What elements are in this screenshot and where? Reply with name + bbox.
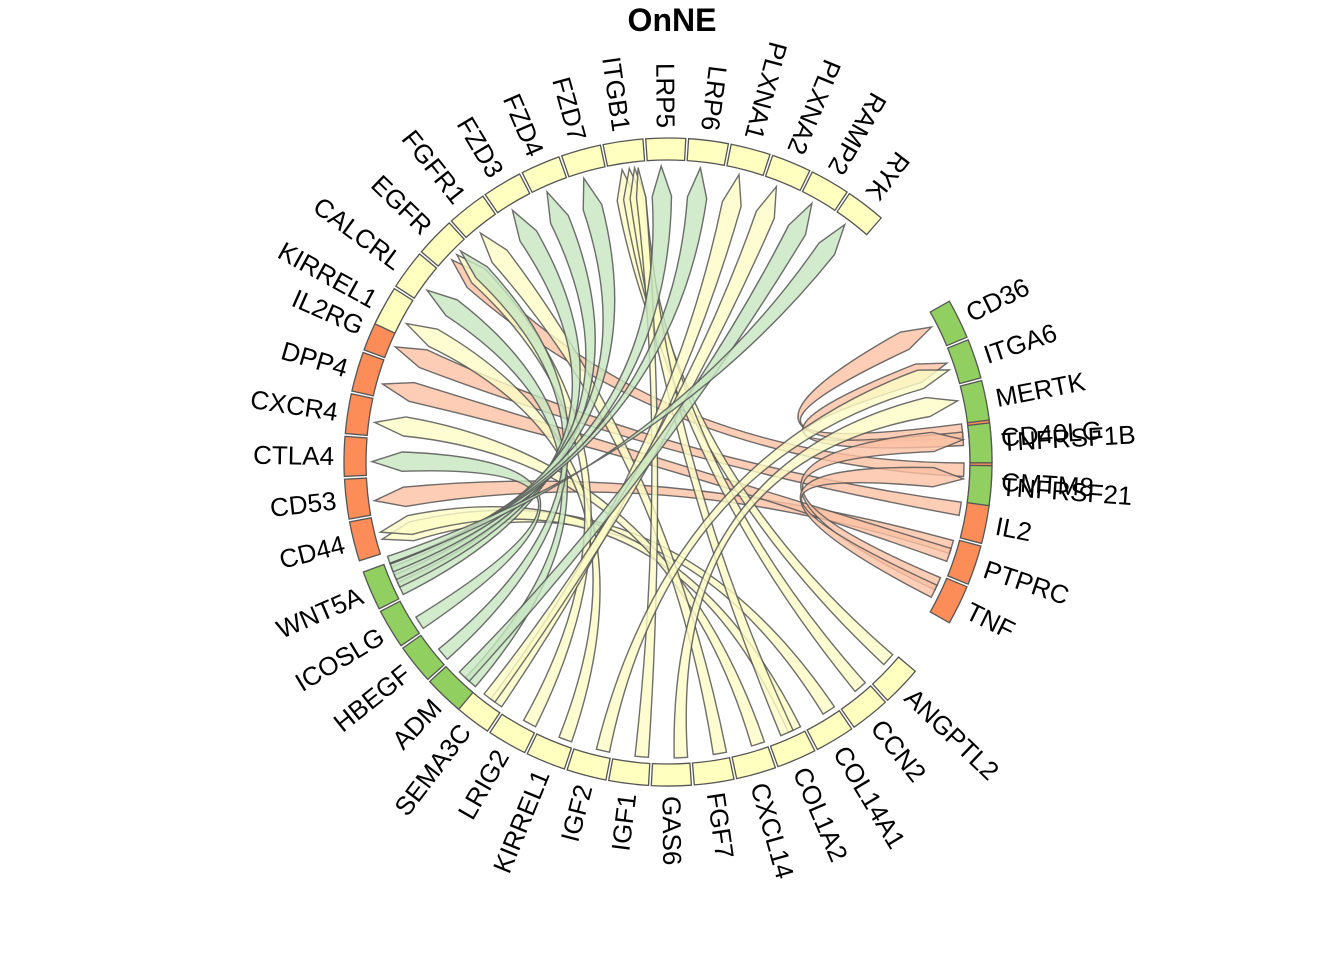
sector-arc-tnfrsf21 — [966, 464, 993, 507]
chord-link — [458, 201, 814, 683]
sector-arc-kirrel1 — [526, 733, 573, 770]
sector-arc-lrp6 — [686, 138, 730, 167]
sector-arc-ryk — [836, 192, 883, 236]
chord-link — [437, 248, 570, 661]
sector-label: CD44 — [276, 529, 348, 574]
sector-label: CTLA4 — [253, 440, 334, 471]
sector-label: GAS6 — [657, 796, 688, 866]
chord-link — [673, 396, 960, 759]
sector-label: ITGB1 — [596, 55, 636, 134]
sector-arc-wnt5a — [362, 563, 400, 610]
sector-arc-dpp4 — [351, 351, 385, 397]
sector-arc-adm — [428, 665, 474, 711]
sector-arc-cxcr4 — [344, 393, 374, 437]
sector-arc-ctla4 — [343, 435, 368, 478]
sector-label: MERTK — [993, 366, 1088, 413]
sector-arc-ramp2 — [801, 171, 849, 212]
sector-label: FZD4 — [497, 89, 550, 161]
chord-link — [478, 231, 728, 756]
chord-link — [483, 184, 778, 704]
sector-arc-il2 — [959, 500, 991, 545]
sector-arc-angptl2 — [871, 656, 917, 702]
sector-label: PTPRC — [980, 554, 1073, 611]
sector-arc-lrp5 — [645, 137, 687, 162]
sector-label: LRP6 — [695, 64, 733, 132]
sector-label: CXCL14 — [744, 779, 800, 882]
chord-link — [393, 346, 963, 517]
sector-arc-fgfr1 — [450, 195, 497, 239]
sector-label: CD53 — [268, 485, 337, 522]
sector-arc-cd53 — [343, 477, 372, 520]
sector-arc-col1a2 — [769, 730, 816, 768]
sector-label: RYK — [860, 146, 917, 207]
chord-link — [595, 369, 952, 754]
sector-label: IGF2 — [555, 781, 599, 844]
chord-links — [369, 163, 966, 759]
sector-label: ITGA6 — [980, 317, 1061, 369]
sector-arc-itgb1 — [602, 138, 646, 167]
sector-label: FZD3 — [451, 112, 510, 183]
chord-link — [386, 222, 847, 565]
sector-arc-cd36 — [929, 300, 968, 347]
sector-arc-egfr — [420, 221, 466, 268]
sector-arc-fzd4 — [521, 156, 568, 194]
sector-arc-plxna1 — [726, 143, 771, 177]
sector-label: CXCR4 — [248, 384, 340, 427]
sector-label: CD40LG — [1000, 415, 1103, 452]
sector-arc-cxcl14 — [731, 746, 777, 780]
sector-arc-lrig2 — [488, 713, 536, 754]
sector-arc-tnf — [929, 577, 968, 624]
sector-label: FZD7 — [546, 74, 592, 145]
sector-label: DPP4 — [278, 335, 352, 383]
sector-arc-col14a1 — [806, 709, 853, 751]
sector-arc-igf2 — [566, 748, 611, 781]
sector-label: IGF1 — [605, 792, 642, 853]
sector-arc-igf1 — [607, 758, 651, 787]
sector-label: LRP5 — [650, 63, 680, 128]
sector-arc-cd44 — [348, 517, 382, 562]
sector-arc-plxna2 — [764, 154, 811, 192]
chart-title: OnNE — [627, 2, 717, 38]
sector-label: FGF7 — [701, 790, 740, 860]
sector-arc-fzd7 — [560, 144, 606, 178]
sector-label: PLXNA1 — [739, 39, 793, 143]
sector-arc-kirrel1 — [374, 287, 414, 335]
sector-arc-gas6 — [650, 762, 693, 787]
sector-arc-fzd3 — [484, 173, 531, 214]
sector-arcs — [343, 137, 993, 787]
sector-label: TNF — [961, 596, 1020, 645]
sector-label: TNFRSF21 — [1000, 472, 1133, 512]
sector-arc-tnfrsf1b — [967, 422, 993, 464]
sector-arc-icoslg — [379, 600, 421, 647]
sector-arc-ptprc — [946, 539, 982, 586]
sector-arc-ccn2 — [840, 684, 887, 729]
sector-arc-hbegf — [401, 634, 446, 681]
sector-arc-itga6 — [946, 338, 982, 385]
sector-label: CMTM8 — [1001, 467, 1095, 502]
sector-label: CD36 — [961, 272, 1034, 328]
sector-arc-calcrl — [394, 253, 438, 300]
chord-link — [799, 466, 966, 599]
sector-arc-mertk — [959, 379, 991, 424]
sector-arc-fgf7 — [691, 756, 735, 786]
sector-label: IL2 — [993, 511, 1034, 547]
chord-link — [369, 451, 542, 630]
